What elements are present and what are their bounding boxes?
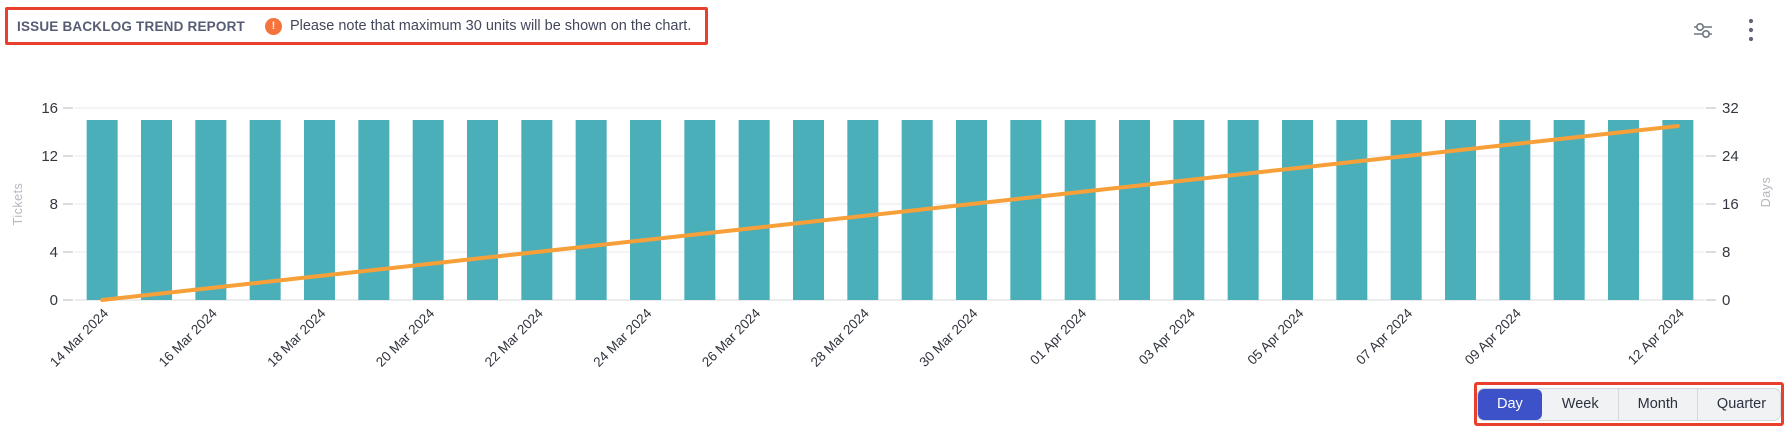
bar[interactable] (1336, 120, 1368, 300)
bar[interactable] (86, 120, 118, 300)
bar[interactable] (141, 120, 172, 300)
annotation-box-header: ISSUE BACKLOG TREND REPORT ! Please note… (5, 7, 709, 45)
bar[interactable] (521, 120, 553, 300)
x-axis-tick-label: 01 Apr 2024 (1027, 305, 1089, 367)
bar[interactable] (738, 120, 770, 300)
right-axis-title: Days (1759, 177, 1773, 207)
bar[interactable] (1553, 120, 1585, 300)
period-button-month[interactable]: Month (1617, 388, 1697, 420)
bar[interactable] (684, 120, 716, 300)
bar[interactable] (1608, 120, 1639, 300)
left-axis-tick-label: 4 (50, 244, 58, 261)
x-axis-tick-label: 20 Mar 2024 (373, 305, 438, 370)
chart-note-text: Please note that maximum 30 units will b… (289, 18, 692, 34)
period-button-week[interactable]: Week (1542, 389, 1618, 420)
left-axis-tick-label: 16 (41, 100, 58, 117)
trend-line[interactable] (100, 124, 1680, 302)
bar[interactable] (467, 120, 498, 300)
right-axis-tick-label: 16 (1722, 196, 1739, 213)
x-axis-tick-label: 28 Mar 2024 (808, 305, 873, 370)
x-axis-tick-label: 14 Mar 2024 (47, 305, 112, 370)
x-axis-tick-label: 30 Mar 2024 (916, 305, 981, 370)
alert-circle-icon: ! (264, 17, 282, 35)
chart-note: ! Please note that maximum 30 units will… (264, 17, 692, 35)
bar[interactable] (1662, 120, 1694, 300)
bar[interactable] (1064, 120, 1096, 300)
x-axis-tick-label: 07 Apr 2024 (1353, 305, 1415, 367)
bar[interactable] (956, 120, 987, 300)
page-title: ISSUE BACKLOG TREND REPORT (17, 18, 245, 34)
left-axis-tick-label: 12 (41, 148, 58, 165)
right-axis-tick-label: 24 (1722, 148, 1739, 165)
x-axis-tick-label: 09 Apr 2024 (1462, 305, 1524, 367)
bar[interactable] (412, 120, 444, 300)
kebab-menu-icon[interactable] (1738, 16, 1764, 44)
bar[interactable] (575, 120, 607, 300)
bar[interactable] (793, 120, 824, 300)
left-axis-tick-label: 8 (50, 196, 58, 213)
x-axis-tick-label: 12 Apr 2024 (1625, 305, 1687, 367)
bar[interactable] (1499, 120, 1531, 300)
left-axis-tick-label: 0 (50, 292, 58, 309)
bar[interactable] (1390, 120, 1422, 300)
x-axis-tick-label: 18 Mar 2024 (264, 305, 329, 370)
annotation-box-period-toggle: Day Week Month Quarter (1474, 382, 1784, 426)
left-axis-title: Tickets (11, 183, 25, 226)
x-axis-tick-label: 16 Mar 2024 (156, 305, 221, 370)
bar[interactable] (304, 120, 335, 300)
right-axis-tick-label: 8 (1722, 244, 1730, 261)
x-axis-tick-label: 22 Mar 2024 (482, 305, 547, 370)
bar[interactable] (195, 120, 227, 300)
right-axis-tick-label: 0 (1722, 292, 1730, 309)
chart-toolbar (1690, 16, 1764, 44)
x-axis-tick-label: 03 Apr 2024 (1136, 305, 1198, 367)
bar[interactable] (249, 120, 281, 300)
bar[interactable] (1010, 120, 1042, 300)
period-button-day[interactable]: Day (1478, 388, 1542, 420)
period-toggle-group: Day Week Month Quarter (1477, 387, 1781, 421)
bar[interactable] (847, 120, 879, 300)
bar[interactable] (1119, 120, 1150, 300)
x-axis-tick-label: 26 Mar 2024 (699, 305, 764, 370)
bar[interactable] (630, 120, 661, 300)
period-button-quarter[interactable]: Quarter (1696, 388, 1780, 420)
bar[interactable] (1173, 120, 1205, 300)
bar[interactable] (1282, 120, 1313, 300)
bar[interactable] (1227, 120, 1259, 300)
right-axis-tick-label: 32 (1722, 100, 1739, 117)
x-axis-tick-label: 05 Apr 2024 (1245, 305, 1307, 367)
sliders-icon[interactable] (1690, 16, 1716, 44)
x-axis-tick-label: 24 Mar 2024 (590, 305, 655, 370)
